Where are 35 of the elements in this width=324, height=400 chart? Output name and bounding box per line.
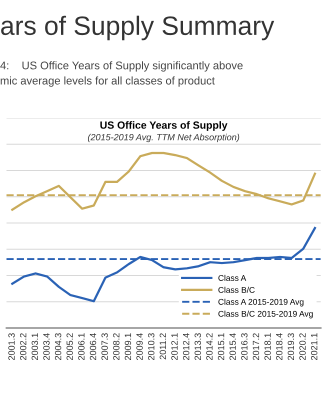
x-tick-label: 2008.2 [113, 333, 120, 360]
x-tick-label: 2020.2 [299, 333, 306, 360]
x-tick-label: 2015.1 [218, 333, 224, 360]
x-tick-label: 2015.4 [229, 333, 236, 360]
x-tick-label: 2012.4 [182, 333, 190, 360]
x-tick-label: 2019.3 [288, 333, 294, 360]
x-tick-label: 2018.1 [264, 333, 271, 360]
x-tick-label: 2017.2 [252, 333, 260, 360]
x-tick-label: 2011.2 [160, 333, 166, 360]
x-tick-label: 2016.3 [241, 333, 248, 360]
x-tick-label: 2006.1 [78, 333, 85, 360]
x-tick-label: 2014.2 [206, 333, 213, 360]
legend-label: Class B/C 2015-2019 Avg [218, 310, 313, 318]
x-tick-label: 2004.3 [54, 333, 62, 360]
legend-label: Class A 2015-2019 Avg [218, 298, 304, 306]
x-tick-label: 2021.1 [310, 333, 318, 360]
x-tick-label: 2001.3 [8, 333, 15, 360]
x-tick-label: 2013.3 [194, 333, 201, 360]
text: 4: US Office Years of Supply significantly above mic average levels for all classes of product [0, 61, 243, 87]
x-tick-label: 2005.2 [66, 333, 73, 360]
x-tick-label: 2009.1 [124, 333, 132, 360]
chart-title: US Office Years of Supply [100, 121, 228, 131]
x-tick-label: 2003.1 [32, 333, 38, 360]
x-tick-label: 2006.4 [90, 333, 96, 360]
text: ars of Supply Summary [1, 16, 274, 40]
x-tick-label: 2010.3 [148, 333, 154, 360]
legend-label: Class B/C [218, 286, 255, 293]
x-tick-label: 2007.3 [101, 333, 108, 360]
x-tick-label: 2012.1 [171, 333, 178, 360]
x-tick-label: 2002.2 [20, 333, 26, 360]
legend-label: Class A [218, 274, 246, 281]
x-tick-label: 2018.4 [276, 333, 282, 360]
x-tick-label: 2009.4 [136, 333, 143, 360]
x-tick-label: 2003.4 [43, 333, 50, 360]
chart-subtitle: (2015-2019 Avg. TTM Net Absorption) [88, 134, 240, 142]
